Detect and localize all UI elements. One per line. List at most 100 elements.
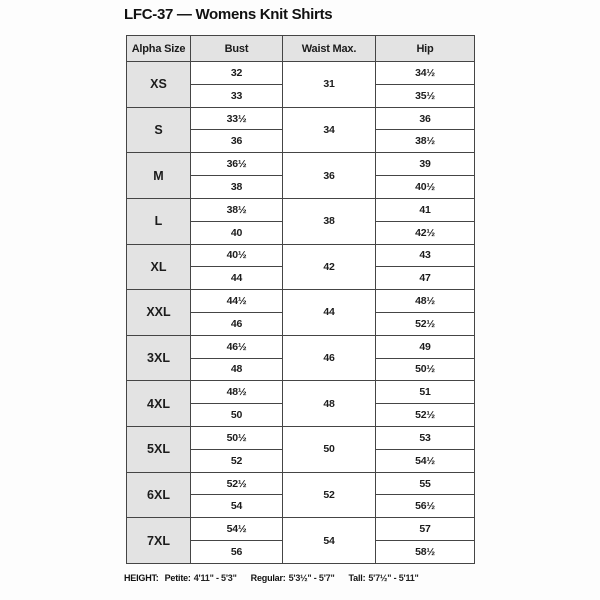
size-row: XL 40½ 42 43 xyxy=(126,243,475,291)
alpha-size-cell: 7XL xyxy=(126,517,191,564)
bust-cell: 48 xyxy=(190,357,283,382)
alpha-size-cell: XL xyxy=(126,243,191,291)
alpha-size-cell: XS xyxy=(126,61,191,108)
size-row: XXL 44½ 44 48½ xyxy=(126,289,475,336)
size-row: 38 40½ xyxy=(127,175,475,199)
hip-cell: 35½ xyxy=(375,83,475,108)
height-label: HEIGHT: xyxy=(124,573,159,583)
hip-cell: 47 xyxy=(375,266,475,291)
alpha-size-cell: 6XL xyxy=(126,471,191,519)
hip-cell: 50½ xyxy=(375,357,475,382)
hip-cell: 39 xyxy=(375,152,475,177)
waist-cell: 50 xyxy=(282,426,376,473)
hip-cell: 52½ xyxy=(375,403,475,427)
tall-label: Tall: xyxy=(348,573,366,583)
waist-cell: 34 xyxy=(282,106,376,154)
bust-cell: 52 xyxy=(190,448,283,473)
size-row: 6XL 52½ 52 55 xyxy=(126,471,475,519)
header-alpha-size: Alpha Size xyxy=(126,35,191,62)
header-waist-max: Waist Max. xyxy=(282,35,376,62)
size-row: 3XL 46½ 46 49 xyxy=(126,334,475,382)
alpha-size-cell: L xyxy=(126,197,191,245)
size-row: 44 47 xyxy=(127,266,475,291)
waist-cell: 54 xyxy=(282,517,376,564)
bust-cell: 40½ xyxy=(190,243,283,268)
size-row: 48 50½ xyxy=(127,357,475,382)
size-row: 33 35½ xyxy=(127,83,475,108)
bust-cell: 46 xyxy=(190,311,283,336)
hip-cell: 51 xyxy=(375,380,475,405)
size-row: L 38½ 38 41 xyxy=(126,197,475,245)
alpha-size-cell: M xyxy=(126,152,191,199)
regular-value: 5'3½" - 5'7" xyxy=(288,573,335,583)
hip-cell: 53 xyxy=(375,426,475,450)
waist-cell: 48 xyxy=(282,380,376,427)
waist-cell: 38 xyxy=(282,197,376,245)
size-row: 52 54½ xyxy=(127,448,475,473)
bust-cell: 48½ xyxy=(190,380,283,405)
hip-cell: 42½ xyxy=(375,220,475,245)
bust-cell: 38½ xyxy=(190,197,283,222)
bust-cell: 36 xyxy=(190,129,283,154)
size-row: 40 42½ xyxy=(127,220,475,245)
height-segment-tall: Tall: 5'7½" - 5'11" xyxy=(349,573,419,583)
header-bust: Bust xyxy=(190,35,283,62)
size-row: 7XL 54½ 54 57 xyxy=(126,517,475,564)
bust-cell: 33½ xyxy=(190,106,283,131)
hip-cell: 41 xyxy=(375,197,475,222)
bust-cell: 33 xyxy=(190,83,283,108)
waist-cell: 36 xyxy=(282,152,376,199)
waist-cell: 44 xyxy=(282,289,376,336)
page-title: LFC-37 — Womens Knit Shirts xyxy=(124,6,333,23)
hip-cell: 43 xyxy=(375,243,475,268)
height-segment-regular: Regular: 5'3½" - 5'7" xyxy=(251,573,335,583)
header-row: Alpha Size Bust Waist Max. Hip xyxy=(126,35,475,62)
size-row: M 36½ 36 39 xyxy=(126,152,475,199)
hip-cell: 40½ xyxy=(375,175,475,199)
height-segment-petite: Petite: 4'11" - 5'3" xyxy=(165,573,237,583)
bust-cell: 32 xyxy=(190,61,283,85)
bust-cell: 54½ xyxy=(190,517,283,542)
waist-cell: 46 xyxy=(282,334,376,382)
bust-cell: 44 xyxy=(190,266,283,291)
waist-cell: 31 xyxy=(282,61,376,108)
bust-cell: 40 xyxy=(190,220,283,245)
alpha-size-cell: XXL xyxy=(126,289,191,336)
bust-cell: 38 xyxy=(190,175,283,199)
bust-cell: 56 xyxy=(190,540,283,564)
size-table-body: XS 32 31 34½ 33 35½ S 33½ 34 36 36 38½ M 36½ 36 39 38 40½… xyxy=(126,61,475,564)
size-row: 5XL 50½ 50 53 xyxy=(126,426,475,473)
alpha-size-cell: 3XL xyxy=(126,334,191,382)
bust-cell: 36½ xyxy=(190,152,283,177)
hip-cell: 34½ xyxy=(375,61,475,85)
bust-cell: 54 xyxy=(190,494,283,519)
table-header: Alpha Size Bust Waist Max. Hip xyxy=(126,35,475,62)
alpha-size-cell: S xyxy=(126,106,191,154)
hip-cell: 52½ xyxy=(375,311,475,336)
hip-cell: 49 xyxy=(375,334,475,359)
waist-cell: 42 xyxy=(282,243,376,291)
petite-value: 4'11" - 5'3" xyxy=(193,573,237,583)
size-row: 46 52½ xyxy=(127,311,475,336)
size-chart-table: Alpha Size Bust Waist Max. Hip XS 32 31 34½… xyxy=(126,35,475,564)
petite-label: Petite: xyxy=(164,573,191,583)
height-note: HEIGHT: Petite: 4'11" - 5'3" Regular: 5'3½" … xyxy=(124,573,433,583)
size-row: S 33½ 34 36 xyxy=(126,106,475,154)
size-row: XS 32 31 34½ xyxy=(126,61,475,108)
bust-cell: 46½ xyxy=(190,334,283,359)
bust-cell: 44½ xyxy=(190,289,283,313)
header-hip: Hip xyxy=(375,35,475,62)
bust-cell: 50 xyxy=(190,403,283,427)
hip-cell: 36 xyxy=(375,106,475,131)
hip-cell: 56½ xyxy=(375,494,475,519)
size-row: 4XL 48½ 48 51 xyxy=(126,380,475,427)
alpha-size-cell: 4XL xyxy=(126,380,191,427)
hip-cell: 48½ xyxy=(375,289,475,313)
size-row: 56 58½ xyxy=(127,540,475,564)
hip-cell: 38½ xyxy=(375,129,475,154)
hip-cell: 58½ xyxy=(375,540,475,564)
size-row: 50 52½ xyxy=(127,403,475,427)
hip-cell: 54½ xyxy=(375,448,475,473)
regular-label: Regular: xyxy=(250,573,286,583)
